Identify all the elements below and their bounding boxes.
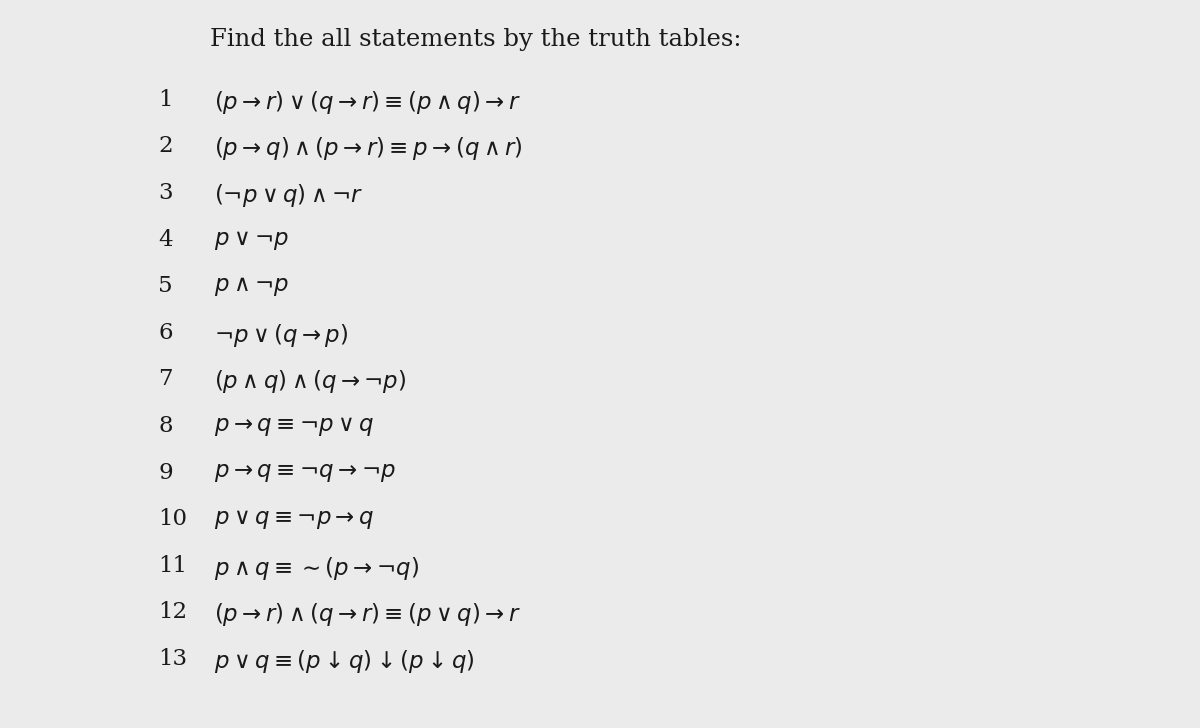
Text: $p \vee q \equiv \neg p \rightarrow q$: $p \vee q \equiv \neg p \rightarrow q$: [214, 508, 374, 531]
Text: $p \wedge {\neg} p$: $p \wedge {\neg} p$: [214, 275, 288, 298]
Text: Find the all statements by the truth tables:: Find the all statements by the truth tab…: [210, 28, 742, 51]
Text: 11: 11: [158, 555, 187, 577]
Text: 7: 7: [158, 368, 173, 390]
Text: 2: 2: [158, 135, 173, 157]
Text: 13: 13: [158, 648, 187, 670]
Text: $p \vee q \equiv (p \downarrow q) \downarrow (p \downarrow q)$: $p \vee q \equiv (p \downarrow q) \downa…: [214, 648, 474, 675]
Text: $p \vee \neg p$: $p \vee \neg p$: [214, 229, 288, 252]
Text: $p \rightarrow q \equiv \neg q \rightarrow \neg p$: $p \rightarrow q \equiv \neg q \rightarr…: [214, 462, 395, 483]
Text: 1: 1: [158, 89, 173, 111]
Text: $\neg p \vee (q \rightarrow p)$: $\neg p \vee (q \rightarrow p)$: [214, 322, 348, 349]
Text: $(p \wedge q) \wedge (q \rightarrow \neg p)$: $(p \wedge q) \wedge (q \rightarrow \neg…: [214, 368, 406, 395]
Text: $(p \rightarrow r) \vee (q \rightarrow r) \equiv (p \wedge q) \rightarrow r$: $(p \rightarrow r) \vee (q \rightarrow r…: [214, 89, 521, 116]
Text: $(p \rightarrow r) \wedge (q \rightarrow r) \equiv (p \vee q) \rightarrow r$: $(p \rightarrow r) \wedge (q \rightarrow…: [214, 601, 521, 628]
Text: $p \wedge q \equiv {\sim}(p \rightarrow \neg q)$: $p \wedge q \equiv {\sim}(p \rightarrow …: [214, 555, 419, 582]
Text: $(\neg p \vee q) \wedge \neg r$: $(\neg p \vee q) \wedge \neg r$: [214, 182, 362, 209]
Text: 4: 4: [158, 229, 173, 250]
Text: 5: 5: [158, 275, 173, 297]
Text: 9: 9: [158, 462, 173, 483]
Text: 10: 10: [158, 508, 187, 530]
Text: 12: 12: [158, 601, 187, 623]
Text: 3: 3: [158, 182, 173, 204]
Text: 6: 6: [158, 322, 173, 344]
Text: $(p \rightarrow q) \wedge (p \rightarrow r) \equiv p \rightarrow (q \wedge r)$: $(p \rightarrow q) \wedge (p \rightarrow…: [214, 135, 522, 162]
Text: 8: 8: [158, 415, 173, 437]
Text: $p \rightarrow q \equiv \neg p \vee q$: $p \rightarrow q \equiv \neg p \vee q$: [214, 415, 374, 438]
